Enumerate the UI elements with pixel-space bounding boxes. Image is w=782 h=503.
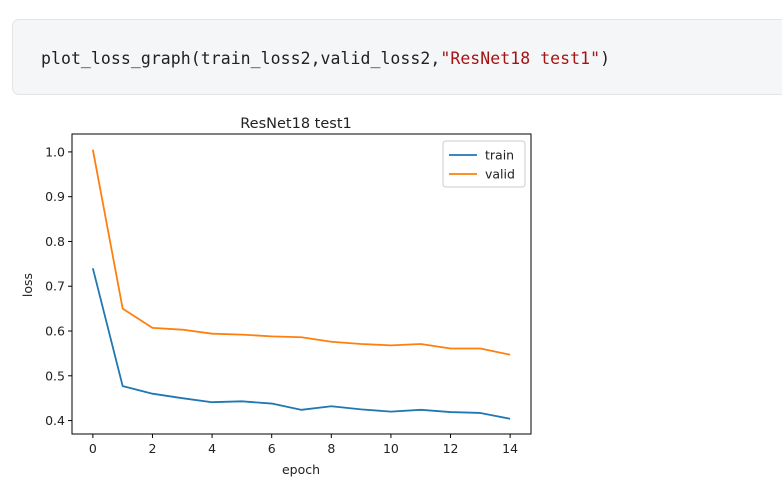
legend-frame — [442, 140, 526, 188]
y-tick-label: 0.7 — [45, 279, 65, 294]
x-tick-label: 2 — [148, 441, 156, 456]
y-axis-label: loss — [20, 273, 35, 297]
x-axis-label: epoch — [282, 462, 320, 477]
y-axis: 0.4 0.5 0.6 0.7 0.8 0.9 1.0 — [45, 144, 72, 428]
y-tick-label: 0.5 — [45, 368, 65, 383]
plot-frame — [71, 133, 532, 435]
y-tick-label: 0.4 — [45, 413, 65, 428]
x-axis: 0 2 4 6 8 10 12 14 — [89, 434, 518, 456]
x-tick-label: 8 — [327, 441, 335, 456]
chart-title: ResNet18 test1 — [240, 116, 351, 132]
y-tick-label: 1.0 — [45, 144, 65, 159]
code-cell[interactable]: plot_loss_graph(train_loss2,valid_loss2,… — [12, 19, 782, 95]
x-tick-label: 4 — [208, 441, 216, 456]
legend-label-valid: valid — [485, 167, 515, 182]
y-tick-label: 0.8 — [45, 234, 65, 249]
x-tick-label: 14 — [502, 441, 518, 456]
legend-label-train: train — [485, 148, 514, 163]
series-layer — [91, 149, 511, 420]
x-tick-label: 10 — [383, 441, 399, 456]
y-tick-label: 0.9 — [45, 189, 65, 204]
code-string-literal: "ResNet18 test1" — [440, 49, 601, 68]
series-line-valid — [91, 149, 511, 356]
code-text-suffix: ) — [600, 49, 611, 68]
series-line-train — [91, 268, 511, 420]
x-tick-label: 12 — [443, 441, 459, 456]
x-tick-label: 0 — [89, 441, 97, 456]
code-line[interactable]: plot_loss_graph(train_loss2,valid_loss2,… — [41, 49, 610, 68]
y-tick-label: 0.6 — [45, 324, 65, 339]
legend: train valid — [442, 140, 526, 188]
x-tick-label: 6 — [268, 441, 276, 456]
code-text: plot_loss_graph(train_loss2,valid_loss2, — [41, 49, 441, 68]
